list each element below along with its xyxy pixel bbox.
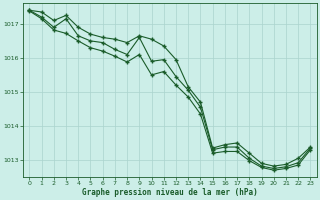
X-axis label: Graphe pression niveau de la mer (hPa): Graphe pression niveau de la mer (hPa) — [82, 188, 258, 197]
